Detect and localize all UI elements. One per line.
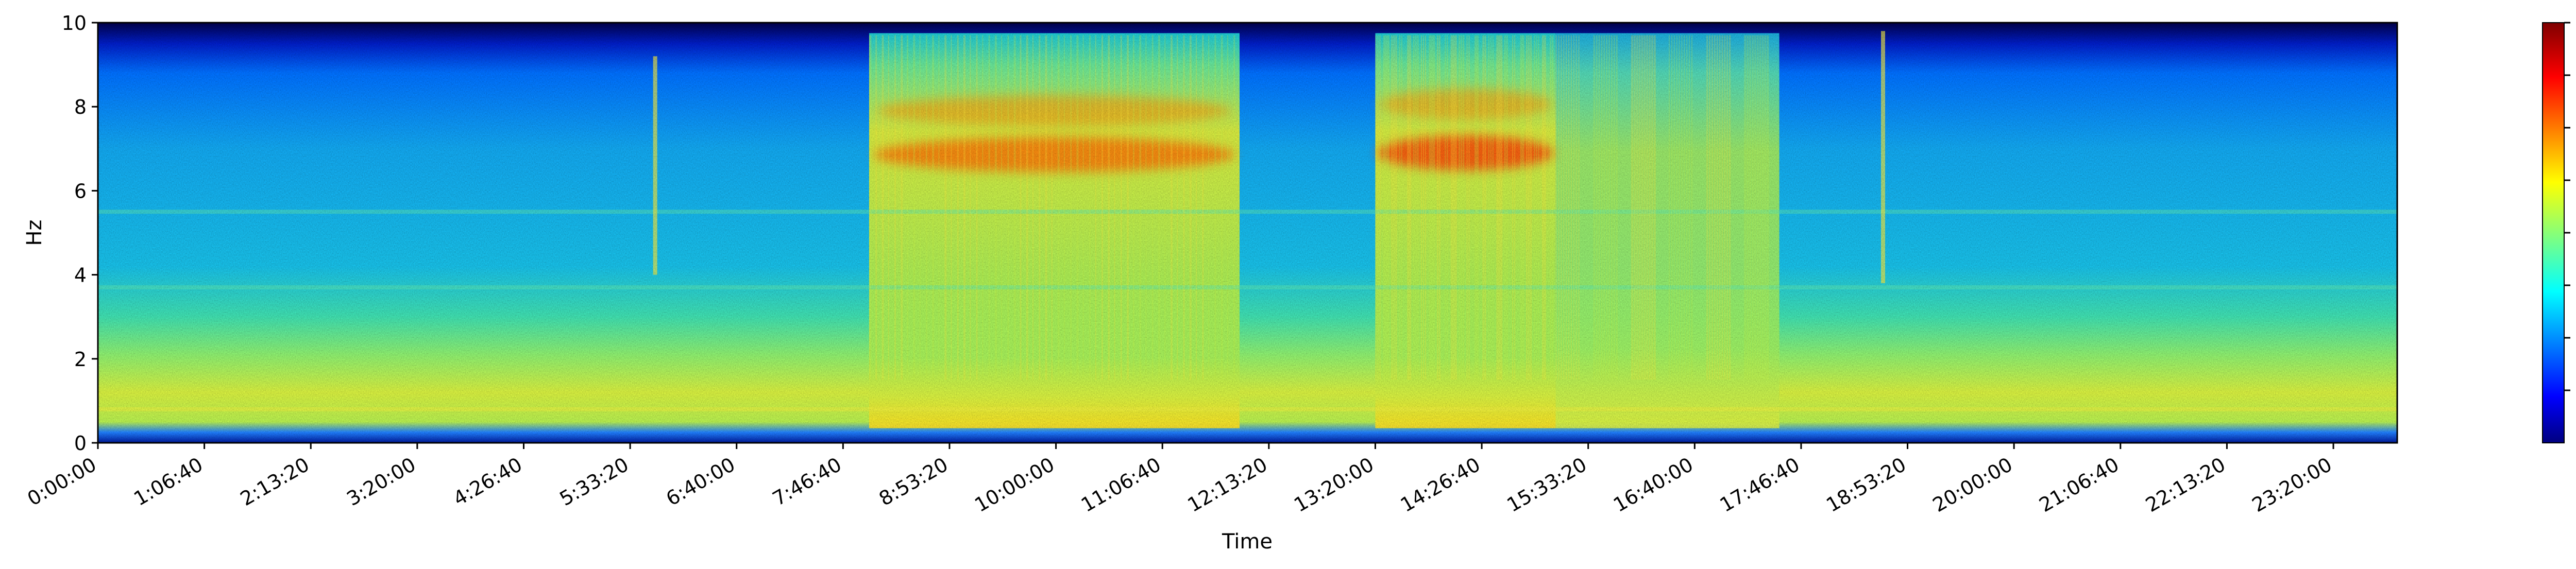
plot-frame [97, 22, 2398, 444]
x-tick-label: 4:26:40 [449, 453, 526, 510]
colorbar-gradient [2542, 22, 2565, 443]
y-axis-label: Hz [23, 219, 46, 246]
y-tick-label: 2 [74, 348, 87, 371]
y-tick-label: 0 [74, 432, 87, 455]
y-tick-label: 8 [74, 96, 87, 118]
x-tick-label: 5:33:20 [556, 453, 633, 510]
x-axis: 0:00:00 1:06:40 2:13:20 3:20:00 4:26:40 5:33:… [24, 443, 2336, 516]
y-axis: 0 2 4 6 8 10 [62, 12, 98, 455]
y-tick-label: 6 [74, 180, 87, 202]
x-tick-label: 13:20:00 [1290, 453, 1378, 516]
x-tick-label: 21:06:40 [2035, 453, 2123, 516]
x-tick-label: 12:13:20 [1184, 453, 1272, 516]
colorbar-ticks: +0 dB-10 dB-20 dB-30 dB-40 dB-50 dB-60 d… [2564, 22, 2570, 391]
x-tick-label: 22:13:20 [2142, 453, 2229, 516]
x-tick-label: 1:06:40 [130, 453, 207, 510]
x-tick-label: 10:00:00 [971, 453, 1058, 516]
spectrogram-plot-area [98, 23, 2397, 443]
x-tick-label: 17:46:40 [1716, 453, 1804, 516]
x-tick-label: 11:06:40 [1077, 453, 1165, 516]
x-tick-label: 23:20:00 [2248, 453, 2336, 516]
x-tick-label: 6:40:00 [662, 453, 739, 510]
x-tick-label: 8:53:20 [875, 453, 952, 510]
x-tick-label: 16:40:00 [1609, 453, 1697, 516]
x-tick-label: 14:26:40 [1397, 453, 1484, 516]
y-tick-label: 4 [74, 264, 87, 287]
x-tick-label: 18:53:20 [1822, 453, 1910, 516]
colorbar: +0 dB-10 dB-20 dB-30 dB-40 dB-50 dB-60 d… [2542, 22, 2570, 443]
x-tick-label: 7:46:40 [769, 453, 845, 510]
x-tick-label: 20:00:00 [1929, 453, 2016, 516]
x-tick-label: 3:20:00 [343, 453, 419, 510]
x-tick-label: 15:33:20 [1503, 453, 1590, 516]
y-tick-label: 10 [62, 12, 87, 35]
x-axis-label: Time [1222, 530, 1273, 554]
x-tick-label: 2:13:20 [236, 453, 313, 510]
x-tick-label: 0:00:00 [24, 453, 100, 510]
